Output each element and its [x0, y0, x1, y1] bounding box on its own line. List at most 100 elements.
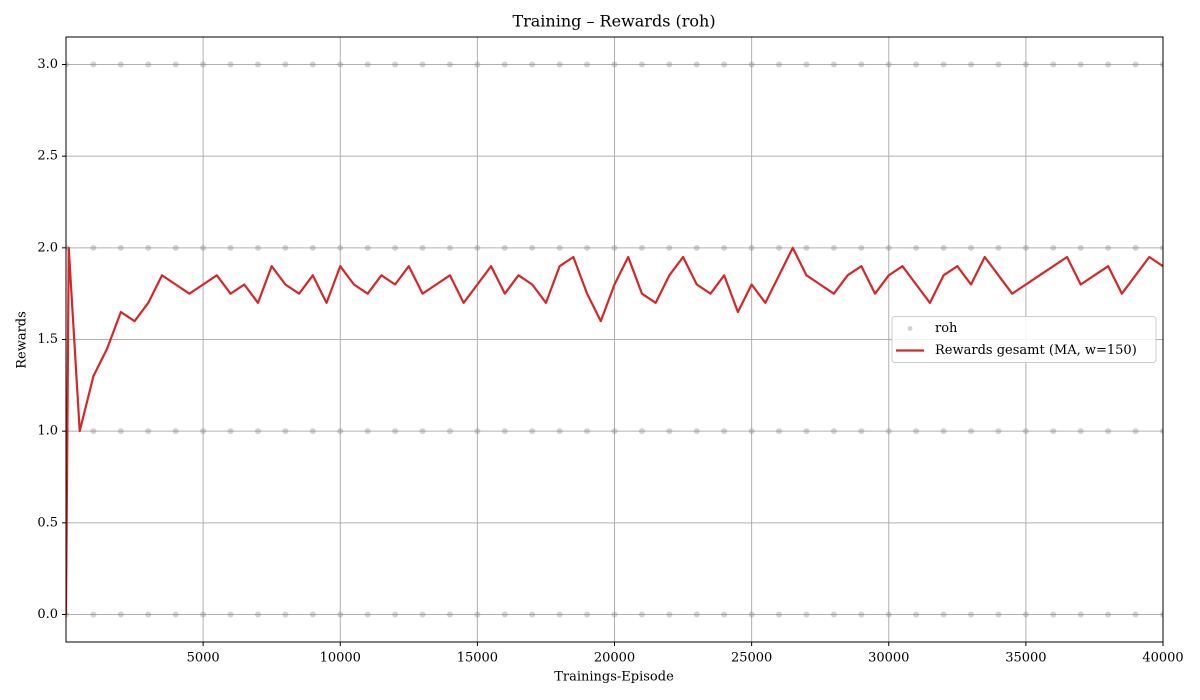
- scatter-point: [803, 244, 810, 251]
- y-tick-label: 1.5: [37, 332, 58, 347]
- scatter-point: [254, 244, 261, 251]
- scatter-point: [446, 428, 453, 435]
- scatter-point: [584, 244, 591, 251]
- x-tick-label: 30000: [868, 651, 909, 666]
- x-axis-label: Trainings-Episode: [554, 670, 674, 685]
- scatter-point: [474, 611, 481, 618]
- scatter-point: [940, 61, 947, 68]
- scatter-point: [529, 611, 536, 618]
- scatter-point: [803, 611, 810, 618]
- scatter-point: [364, 61, 371, 68]
- scatter-point: [748, 244, 755, 251]
- scatter-point: [529, 61, 536, 68]
- scatter-point: [584, 611, 591, 618]
- scatter-point: [227, 61, 234, 68]
- scatter-point: [501, 244, 508, 251]
- scatter-point: [117, 611, 124, 618]
- scatter-point: [638, 244, 645, 251]
- scatter-point: [529, 244, 536, 251]
- scatter-point: [172, 61, 179, 68]
- scatter-point: [337, 611, 344, 618]
- legend-box: [891, 316, 1157, 363]
- plot-area: [66, 61, 1163, 618]
- scatter-point: [830, 244, 837, 251]
- scatter-point: [1050, 244, 1057, 251]
- scatter-point: [172, 244, 179, 251]
- scatter-point: [693, 428, 700, 435]
- scatter-point: [940, 244, 947, 251]
- scatter-point: [254, 428, 261, 435]
- scatter-point: [995, 244, 1002, 251]
- scatter-point: [1132, 611, 1139, 618]
- scatter-point: [90, 428, 97, 435]
- scatter-point: [666, 61, 673, 68]
- scatter-point: [776, 244, 783, 251]
- scatter-point: [1160, 244, 1163, 251]
- scatter-point: [1022, 61, 1029, 68]
- scatter-point: [885, 61, 892, 68]
- scatter-point: [227, 244, 234, 251]
- scatter-point: [940, 428, 947, 435]
- scatter-point: [776, 611, 783, 618]
- scatter-point: [748, 61, 755, 68]
- scatter-point: [282, 611, 289, 618]
- y-tick-label: 0.0: [37, 607, 58, 622]
- scatter-point: [254, 611, 261, 618]
- scatter-point: [638, 611, 645, 618]
- x-tick-label: 15000: [457, 651, 498, 666]
- scatter-point: [392, 61, 399, 68]
- scatter-point: [392, 244, 399, 251]
- x-tick-label: 40000: [1142, 651, 1183, 666]
- scatter-point: [556, 61, 563, 68]
- scatter-point: [392, 428, 399, 435]
- scatter-point: [419, 61, 426, 68]
- scatter-point: [254, 61, 261, 68]
- scatter-point: [1105, 61, 1112, 68]
- scatter-point: [858, 244, 865, 251]
- scatter-point: [748, 428, 755, 435]
- scatter-point: [337, 428, 344, 435]
- scatter-point: [419, 244, 426, 251]
- scatter-point: [721, 244, 728, 251]
- y-tick-label: 3.0: [37, 57, 58, 72]
- scatter-point: [529, 428, 536, 435]
- scatter-point: [117, 244, 124, 251]
- x-tick-label: 35000: [1005, 651, 1046, 666]
- y-tick-label: 1.0: [37, 424, 58, 439]
- scatter-point: [364, 611, 371, 618]
- scatter-point: [1077, 611, 1084, 618]
- scatter-point: [611, 611, 618, 618]
- scatter-point: [693, 244, 700, 251]
- scatter-point: [200, 244, 207, 251]
- scatter-point: [200, 611, 207, 618]
- scatter-point: [556, 611, 563, 618]
- scatter-point: [830, 611, 837, 618]
- scatter-point: [885, 244, 892, 251]
- scatter-point: [392, 611, 399, 618]
- x-tick-label: 25000: [731, 651, 772, 666]
- scatter-point: [364, 428, 371, 435]
- scatter-point: [1160, 428, 1163, 435]
- scatter-point: [145, 244, 152, 251]
- scatter-point: [501, 61, 508, 68]
- legend-label: Rewards gesamt (MA, w=150): [935, 343, 1137, 358]
- scatter-point: [584, 61, 591, 68]
- scatter-point: [1132, 61, 1139, 68]
- scatter-point: [995, 61, 1002, 68]
- scatter-point: [638, 428, 645, 435]
- scatter-point: [776, 428, 783, 435]
- scatter-point: [90, 244, 97, 251]
- x-tick-label: 20000: [594, 651, 635, 666]
- y-axis-label: Rewards: [15, 311, 30, 369]
- ma-line: [66, 246, 1163, 615]
- scatter-point: [337, 244, 344, 251]
- scatter-point: [200, 61, 207, 68]
- scatter-point: [968, 61, 975, 68]
- scatter-point: [309, 428, 316, 435]
- scatter-point: [474, 428, 481, 435]
- scatter-point: [282, 61, 289, 68]
- scatter-point: [885, 611, 892, 618]
- legend-marker: [907, 326, 913, 331]
- scatter-point: [913, 611, 920, 618]
